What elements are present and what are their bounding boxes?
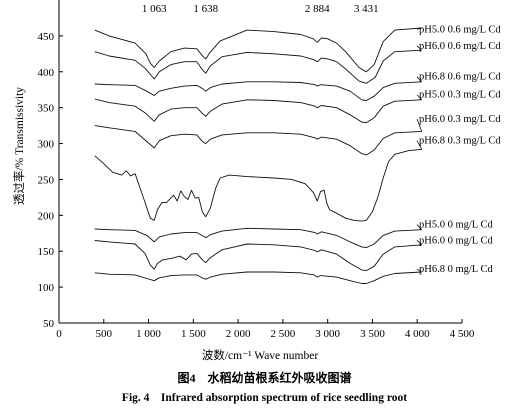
x-tick-label: 0 [56, 328, 62, 340]
x-axis-label: 波数/cm⁻¹ Wave number [202, 348, 318, 362]
peak-annotation-label: 2 884 [305, 3, 330, 15]
figure-caption-english: Fig. 4 Infrared absorption spectrum of r… [121, 392, 408, 404]
y-tick-label: 300 [38, 139, 55, 151]
series-leader-line [416, 94, 422, 101]
y-tick-label: 350 [38, 103, 55, 115]
spectrum-series [94, 27, 422, 284]
spectrum-line [94, 240, 422, 272]
series-labels: pH5.0 0.6 mg/L Cd pH6.0 0.6 mg/L Cd pH6.8 … [416, 24, 501, 275]
x-axis-ticks: 0 500 1 000 1 500 2 000 2 500 3 000 3 500 4 000 4… [56, 319, 475, 340]
x-tick-label: 3 500 [360, 328, 385, 340]
peak-annotation-label: 1 638 [193, 3, 218, 15]
y-tick-label: 450 [38, 31, 55, 43]
y-tick-label: 150 [38, 246, 55, 258]
peak-annotation-label: 1 063 [142, 3, 167, 15]
series-label: pH6.8 0.3 mg/L Cd [419, 136, 501, 147]
spectrum-line [94, 148, 422, 222]
x-tick-label: 2 500 [271, 328, 296, 340]
series-leader-line [416, 268, 422, 273]
y-tick-label: 50 [43, 318, 55, 330]
peak-annotation-label: 3 431 [354, 3, 379, 15]
spectrum-line [94, 49, 422, 84]
series-leader-line [416, 118, 423, 132]
x-tick-label: 2 000 [226, 328, 251, 340]
series-leader-line [416, 27, 422, 30]
spectrum-line [94, 27, 422, 73]
series-label: pH5.0 0.6 mg/L Cd [419, 24, 501, 35]
series-label: pH6.8 0.6 mg/L Cd [419, 72, 501, 83]
series-label: pH6.0 0.3 mg/L Cd [419, 114, 501, 125]
spectrum-line [94, 98, 422, 124]
spectrum-line [94, 271, 422, 284]
series-label: pH6.0 0 mg/L Cd [419, 235, 493, 246]
spectrum-line [94, 227, 422, 249]
y-axis-ticks: 50 100 150 200 250 300 350 400 450 [38, 31, 63, 330]
ir-spectrum-chart: 0 500 1 000 1 500 2 000 2 500 3 000 3 500 4 000 4… [12, 0, 501, 362]
y-tick-label: 400 [38, 67, 55, 79]
figure-caption-chinese: 图4 水稻幼苗根系红外吸收图谱 [177, 371, 352, 385]
series-leader-line [416, 240, 422, 246]
series-leader-line [416, 224, 422, 230]
series-label: pH6.0 0.6 mg/L Cd [419, 41, 501, 52]
x-tick-label: 1 000 [136, 328, 161, 340]
x-tick-label: 1 500 [181, 328, 206, 340]
x-tick-label: 3 000 [315, 328, 340, 340]
series-label: pH5.0 0.3 mg/L Cd [419, 90, 501, 101]
series-leader-line [416, 45, 422, 51]
spectrum-line [94, 125, 422, 156]
x-tick-label: 500 [96, 328, 113, 340]
spectrum-line [94, 81, 422, 101]
peak-annotations: 1 063 1 638 2 884 3 431 [142, 3, 379, 15]
series-leader-line [416, 140, 423, 150]
y-tick-label: 250 [38, 174, 55, 186]
y-tick-label: 200 [38, 210, 55, 222]
y-axis-label: 透过率/% Transmissivity [12, 87, 26, 205]
y-tick-label: 100 [38, 282, 55, 294]
x-tick-label: 4 000 [405, 328, 430, 340]
x-tick-label: 4 500 [450, 328, 475, 340]
series-leader-line [416, 76, 422, 83]
series-label: pH6.8 0 mg/L Cd [419, 264, 493, 275]
series-label: pH5.0 0 mg/L Cd [419, 220, 493, 231]
